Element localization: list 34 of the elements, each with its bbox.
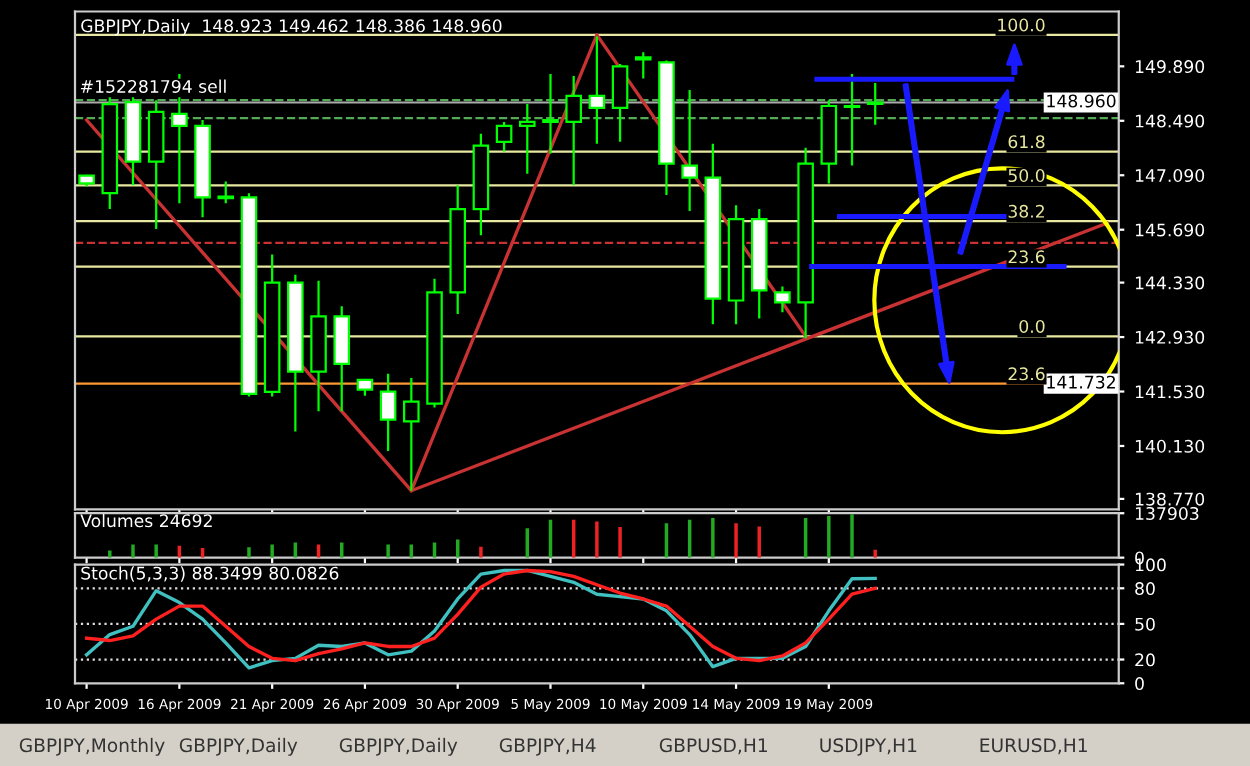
annotation: 148.960 [1047, 94, 1116, 108]
y-tick-label: 148.490 [1135, 114, 1205, 128]
chart-title: GBPJPY,Daily 148.923 149.462 148.386 148.960 [81, 18, 502, 36]
text: GBPJPY,Monthly [19, 737, 165, 756]
annotation: 23.6 [1008, 367, 1045, 381]
annotation: 100.0 [998, 18, 1045, 32]
annotation: 50.0 [1008, 169, 1045, 183]
y-tick-label: 80 [1135, 582, 1155, 596]
chart-title: Volumes 24692 [80, 513, 212, 528]
text: EURUSD,H1 [980, 738, 1087, 755]
y-tick-label: 145.690 [1135, 223, 1205, 237]
y-tick-label: 0 [1135, 677, 1144, 691]
text: GBPJPY,H4 [499, 738, 596, 756]
y-tick-label: 142.930 [1135, 330, 1205, 344]
text: GBPJPY,Daily [339, 737, 458, 756]
y-tick-label: 137903 [1135, 506, 1199, 521]
y-tick-label: 147.090 [1135, 169, 1205, 183]
text: GBPUSD,H1 [659, 738, 767, 755]
annotation: 141.732 [1047, 375, 1115, 389]
text: GBPJPY,Daily [179, 737, 298, 756]
annotation: 23.6 [1008, 250, 1045, 264]
y-tick-label: 138.770 [1135, 492, 1205, 506]
y-tick-label: 149.890 [1135, 60, 1205, 74]
y-tick-label: 141.530 [1135, 385, 1205, 399]
y-tick-label: 50 [1135, 617, 1155, 631]
annotation: 61.8 [1008, 135, 1045, 149]
y-tick-label: 140.130 [1135, 439, 1205, 453]
chart-title: Stoch(5,3,3) 88.3499 80.0826 [81, 566, 339, 582]
y-tick-label: 20 [1135, 653, 1155, 667]
annotation: 38.2 [1008, 204, 1044, 218]
annotation: #152281794 sell [80, 79, 226, 93]
annotation: 0.0 [1019, 319, 1045, 333]
text: USDJPY,H1 [820, 738, 917, 756]
y-tick-label: 144.330 [1135, 276, 1205, 290]
